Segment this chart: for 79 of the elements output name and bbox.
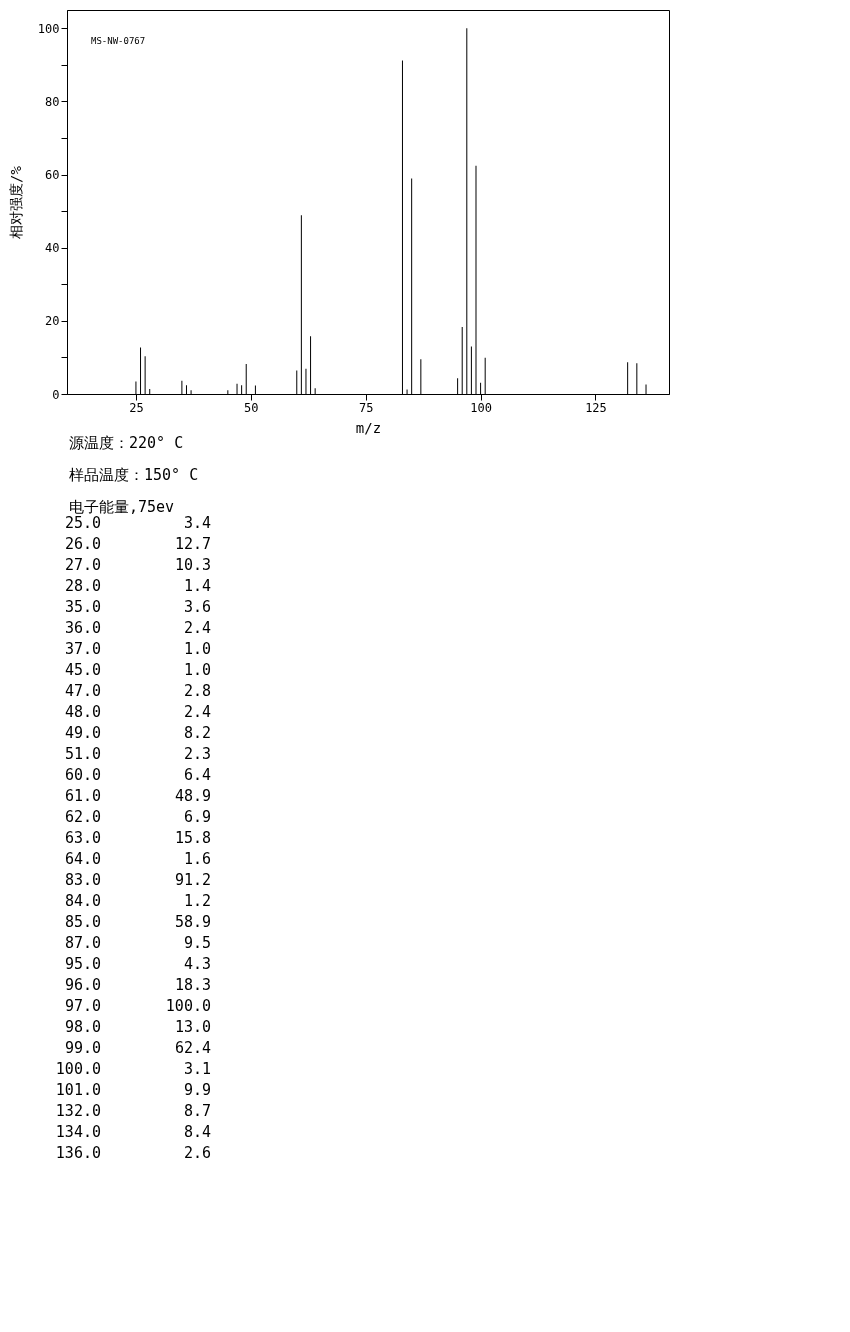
text: 98.0 bbox=[64, 1018, 101, 1036]
text: 1.2 bbox=[183, 892, 211, 910]
text: 8.2 bbox=[183, 724, 211, 742]
text: 1.0 bbox=[183, 661, 211, 679]
text: 48.9 bbox=[174, 787, 211, 805]
text: 8.7 bbox=[183, 1102, 211, 1120]
text: 63.0 bbox=[64, 829, 101, 847]
x-tick-label: 100 bbox=[470, 400, 492, 415]
x-tick-label: 75 bbox=[358, 400, 374, 415]
text: 3.6 bbox=[183, 598, 211, 616]
text: 6.9 bbox=[183, 808, 211, 826]
text: 12.7 bbox=[174, 535, 211, 553]
text: 62.4 bbox=[174, 1039, 211, 1057]
text: 2.3 bbox=[183, 745, 211, 763]
text: 2.4 bbox=[183, 703, 211, 721]
text: 101.0 bbox=[55, 1081, 101, 1099]
text: 45.0 bbox=[64, 661, 101, 679]
text: 4.3 bbox=[183, 955, 211, 973]
text: 3.4 bbox=[183, 514, 211, 532]
x-tick-label: 25 bbox=[129, 400, 144, 415]
text: 61.0 bbox=[64, 787, 101, 805]
text: 64.0 bbox=[64, 850, 101, 868]
y-tick-label: 40 bbox=[45, 241, 60, 256]
text: 87.0 bbox=[64, 934, 101, 952]
text: 84.0 bbox=[64, 892, 101, 910]
text: 136.0 bbox=[55, 1144, 101, 1162]
text: 样品温度：150° C bbox=[69, 466, 199, 484]
y-tick-label: 20 bbox=[45, 314, 60, 329]
text: 83.0 bbox=[64, 871, 101, 889]
text: 28.0 bbox=[64, 577, 101, 595]
text: 97.0 bbox=[64, 997, 101, 1015]
y-tick-label: 0 bbox=[52, 387, 60, 402]
text: 60.0 bbox=[64, 766, 101, 784]
text: 48.0 bbox=[64, 703, 101, 721]
text: 10.3 bbox=[174, 556, 211, 574]
x-axis-title: m/z bbox=[355, 419, 382, 436]
text: 9.5 bbox=[183, 934, 211, 952]
text: 95.0 bbox=[64, 955, 101, 973]
text: 1.4 bbox=[183, 577, 211, 595]
text: 2.6 bbox=[183, 1144, 211, 1162]
text: 58.9 bbox=[174, 913, 211, 931]
text: 13.0 bbox=[174, 1018, 211, 1036]
text: 85.0 bbox=[64, 913, 101, 931]
text: 27.0 bbox=[64, 556, 101, 574]
text: 91.2 bbox=[174, 871, 211, 889]
text: 8.4 bbox=[183, 1123, 211, 1141]
text: 51.0 bbox=[64, 745, 101, 763]
text: 电子能量,75ev bbox=[69, 498, 175, 516]
text: 9.9 bbox=[183, 1081, 211, 1099]
text: 62.0 bbox=[64, 808, 101, 826]
text: 26.0 bbox=[64, 535, 101, 553]
text: 100.0 bbox=[55, 1060, 101, 1078]
annotation: MS-NW-0767 bbox=[91, 36, 146, 46]
text: 99.0 bbox=[64, 1039, 101, 1057]
y-tick-label: 60 bbox=[45, 168, 60, 183]
text: 49.0 bbox=[64, 724, 101, 742]
text: 18.3 bbox=[174, 976, 211, 994]
text: 35.0 bbox=[64, 598, 101, 616]
x-tick-label: 125 bbox=[585, 400, 607, 415]
text: 132.0 bbox=[55, 1102, 101, 1120]
text: 1.6 bbox=[183, 850, 211, 868]
y-axis-title: 相对强度/% bbox=[7, 165, 24, 239]
text: 源温度：220° C bbox=[69, 434, 184, 452]
text: 47.0 bbox=[64, 682, 101, 700]
y-tick-label: 100 bbox=[37, 21, 60, 36]
text: 36.0 bbox=[64, 619, 101, 637]
text: 6.4 bbox=[183, 766, 211, 784]
x-tick-label: 50 bbox=[244, 400, 259, 415]
text: 3.1 bbox=[183, 1060, 211, 1078]
text: 2.8 bbox=[183, 682, 211, 700]
y-tick-label: 80 bbox=[45, 94, 60, 109]
text: 96.0 bbox=[64, 976, 101, 994]
text: 134.0 bbox=[55, 1123, 101, 1141]
text: 100.0 bbox=[165, 997, 211, 1015]
text: 37.0 bbox=[64, 640, 101, 658]
text: 2.4 bbox=[183, 619, 211, 637]
text: 15.8 bbox=[174, 829, 211, 847]
text: 25.0 bbox=[64, 514, 101, 532]
text: 1.0 bbox=[183, 640, 211, 658]
